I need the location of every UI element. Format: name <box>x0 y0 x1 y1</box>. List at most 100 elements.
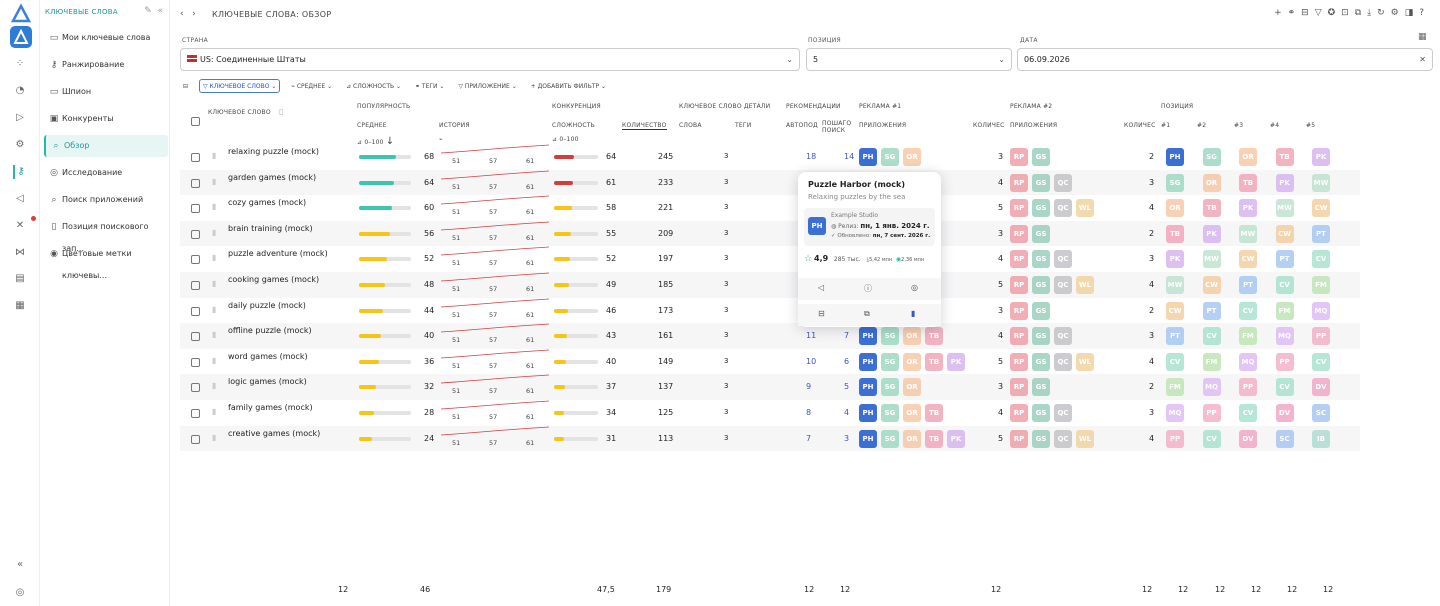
keyword-text[interactable]: creative games (mock) <box>228 428 321 438</box>
row-checkbox[interactable] <box>191 332 200 342</box>
position-app-badge[interactable]: CV <box>1312 250 1330 269</box>
ad1-app-badge[interactable]: OR <box>903 404 921 422</box>
ad2-app-badge[interactable]: RP <box>1010 404 1028 422</box>
ad1-app-badge[interactable]: PH <box>859 378 877 397</box>
row-checkbox[interactable] <box>191 281 200 290</box>
vehicle-icon[interactable]: ⊟ <box>183 83 189 90</box>
position-app-badge[interactable]: TB <box>1239 173 1257 192</box>
position-app-badge[interactable]: PK <box>1312 148 1330 166</box>
ad2-app-badge[interactable]: GS <box>1032 199 1050 218</box>
clear-date-icon[interactable]: ✕ <box>1419 55 1426 64</box>
table-row[interactable]: ▮ cozy games (mock) 60 51 57 61 58 221 3 PK 5 RPGSQ… <box>180 195 1360 221</box>
position-app-badge[interactable]: CW <box>1312 199 1330 218</box>
position-app-badge[interactable]: MW <box>1275 199 1294 218</box>
position-app-badge[interactable]: PP <box>1312 327 1330 346</box>
keyword-text[interactable]: puzzle adventure (mock) <box>228 249 328 259</box>
account-icon[interactable]: ◎ <box>15 587 25 598</box>
position-app-badge[interactable]: FM <box>1202 352 1221 371</box>
position-app-badge[interactable]: PK <box>1239 199 1257 218</box>
ad1-app-badge[interactable]: SG <box>881 352 899 371</box>
ad1-app-badge[interactable]: OR <box>903 352 921 371</box>
col-history[interactable]: ИСТОРИЯ <box>439 122 470 129</box>
ad2-app-badge[interactable]: GS <box>1032 250 1050 269</box>
position-app-badge[interactable]: OR <box>1239 148 1257 166</box>
ad1-app-badge[interactable]: SG <box>881 429 899 448</box>
sidebar-item-my-keywords[interactable]: ▭ Мои ключевые слова <box>44 27 168 49</box>
position-app-badge[interactable]: PT <box>1275 250 1294 269</box>
col-words[interactable]: СЛОВА <box>679 122 702 129</box>
table-row[interactable]: ▮ daily puzzle (mock) 44 51 57 61 46 173 3 3 RP GS 2… <box>180 298 1360 324</box>
table-row[interactable]: ▮cooking games (mock)48515761491853PK5RP… <box>180 272 1360 298</box>
table-row[interactable]: ▮ relaxing puzzle (mock) 68 51 57 61 64 245 3 18 1… <box>180 144 1360 170</box>
ad2-app-badge[interactable]: QC <box>1054 352 1072 371</box>
collapse-rail-icon[interactable]: « <box>16 559 24 570</box>
col-p4[interactable]: #4 <box>1270 122 1280 129</box>
ad2-app-badge[interactable]: GS <box>1032 148 1050 166</box>
ad2-app-badge[interactable]: GS <box>1032 429 1050 448</box>
position-app-badge[interactable]: MQ <box>1239 352 1257 371</box>
range-avg[interactable]: ⊿ 0–100 ↓ <box>357 136 395 147</box>
ad2-app-badge[interactable]: GS <box>1032 352 1050 371</box>
position-app-badge[interactable]: PK <box>1202 224 1221 243</box>
position-app-badge[interactable]: CV <box>1239 404 1257 422</box>
ad2-app-badge[interactable]: WL <box>1076 352 1094 371</box>
ad2-app-badge[interactable]: GS <box>1032 404 1050 422</box>
ad1-app-badge[interactable]: TB <box>925 429 943 448</box>
ad2-app-badge[interactable]: GS <box>1032 378 1050 397</box>
position-app-badge[interactable]: CV <box>1312 352 1330 371</box>
position-app-badge[interactable]: PT <box>1239 276 1257 294</box>
position-app-badge[interactable]: TB <box>1166 224 1184 243</box>
col-p1[interactable]: #1 <box>1161 122 1171 129</box>
keyword-text[interactable]: cozy games (mock) <box>228 198 307 208</box>
ad1-app-badge[interactable]: PH <box>859 404 877 422</box>
position-app-badge[interactable]: MQ <box>1202 378 1221 397</box>
ad1-app-badge[interactable]: PK <box>947 352 965 371</box>
ad1-app-badge[interactable]: PK <box>947 429 965 448</box>
ad2-app-badge[interactable]: RP <box>1010 378 1028 397</box>
position-app-badge[interactable]: PH <box>1166 148 1184 166</box>
row-checkbox[interactable] <box>191 306 200 316</box>
megaphone-icon[interactable]: ◁ <box>818 283 825 292</box>
row-checkbox[interactable] <box>191 357 200 367</box>
ad2-app-badge[interactable]: RP <box>1010 429 1028 448</box>
position-select[interactable]: 5 ⌄ <box>806 48 1012 71</box>
table-row[interactable]: ▮ offline puzzle (mock) 40 51 57 61 43 161 3 11 7 P… <box>180 323 1360 349</box>
col-keyword[interactable]: КЛЮЧЕВОЕ СЛОВО <box>208 109 271 116</box>
app-logo-icon[interactable] <box>10 3 32 25</box>
col-p2[interactable]: #2 <box>1197 122 1207 129</box>
ad2-app-badge[interactable]: RP <box>1010 250 1028 269</box>
keyword-text[interactable]: word games (mock) <box>228 351 308 361</box>
filter-chip-keyword[interactable]: ▽ КЛЮЧЕВОЕ СЛОВО ⌄ <box>198 79 281 93</box>
position-app-badge[interactable]: CV <box>1275 276 1294 294</box>
country-select[interactable]: US: Соединенные Штаты ⌄ <box>180 48 800 71</box>
position-app-badge[interactable]: MQ <box>1166 404 1184 422</box>
col-count[interactable]: КОЛИЧЕСТВО <box>622 122 667 130</box>
sidebar-item-research[interactable]: ◎ Исследование <box>44 162 168 184</box>
position-app-badge[interactable]: CV <box>1202 327 1221 346</box>
position-app-badge[interactable]: FM <box>1312 276 1330 294</box>
position-app-badge[interactable]: SG <box>1202 148 1221 166</box>
ad2-app-badge[interactable]: QC <box>1054 429 1072 448</box>
position-app-badge[interactable]: CW <box>1202 276 1221 294</box>
table-row[interactable]: ▮ brain training (mock) 56 51 57 61 55 209 3 3 RP G… <box>180 220 1360 247</box>
sidebar-item-color-tags[interactable]: ◉ Цветовые метки ключевы... <box>44 243 168 280</box>
col-qty2[interactable]: КОЛИЧЕС <box>1124 122 1156 129</box>
col-apps2[interactable]: ПРИЛОЖЕНИЯ <box>1010 122 1058 129</box>
ad1-app-badge[interactable]: OR <box>903 148 921 166</box>
filter-chip-add[interactable]: + ДОБАВИТЬ ФИЛЬТР ⌄ <box>530 83 607 90</box>
keyword-text[interactable]: daily puzzle (mock) <box>228 300 306 310</box>
sidebar-item-app-search[interactable]: ⌕ Поиск приложений <box>44 189 168 211</box>
edit-icon[interactable]: ✎ <box>144 6 152 16</box>
position-app-badge[interactable]: PP <box>1166 429 1184 448</box>
toolbar-icons[interactable]: +⚭⊟▽✪⊡⧉⤓↻⚙◨? <box>1274 8 1430 18</box>
row-checkbox[interactable] <box>191 383 200 393</box>
position-app-badge[interactable]: MW <box>1202 250 1221 269</box>
sidebar-item-search-position[interactable]: ▯ Позиция поискового зап... <box>44 216 168 253</box>
dashboard-icon[interactable]: ⁘ <box>15 58 25 69</box>
col-apps[interactable]: ПРИЛОЖЕНИЯ <box>859 122 907 129</box>
col-qty[interactable]: КОЛИЧЕС <box>973 122 1005 129</box>
col-p5[interactable]: #5 <box>1306 122 1316 129</box>
ad2-app-badge[interactable]: QC <box>1054 327 1072 346</box>
row-checkbox[interactable] <box>191 153 200 162</box>
ad2-app-badge[interactable]: WL <box>1076 199 1094 218</box>
